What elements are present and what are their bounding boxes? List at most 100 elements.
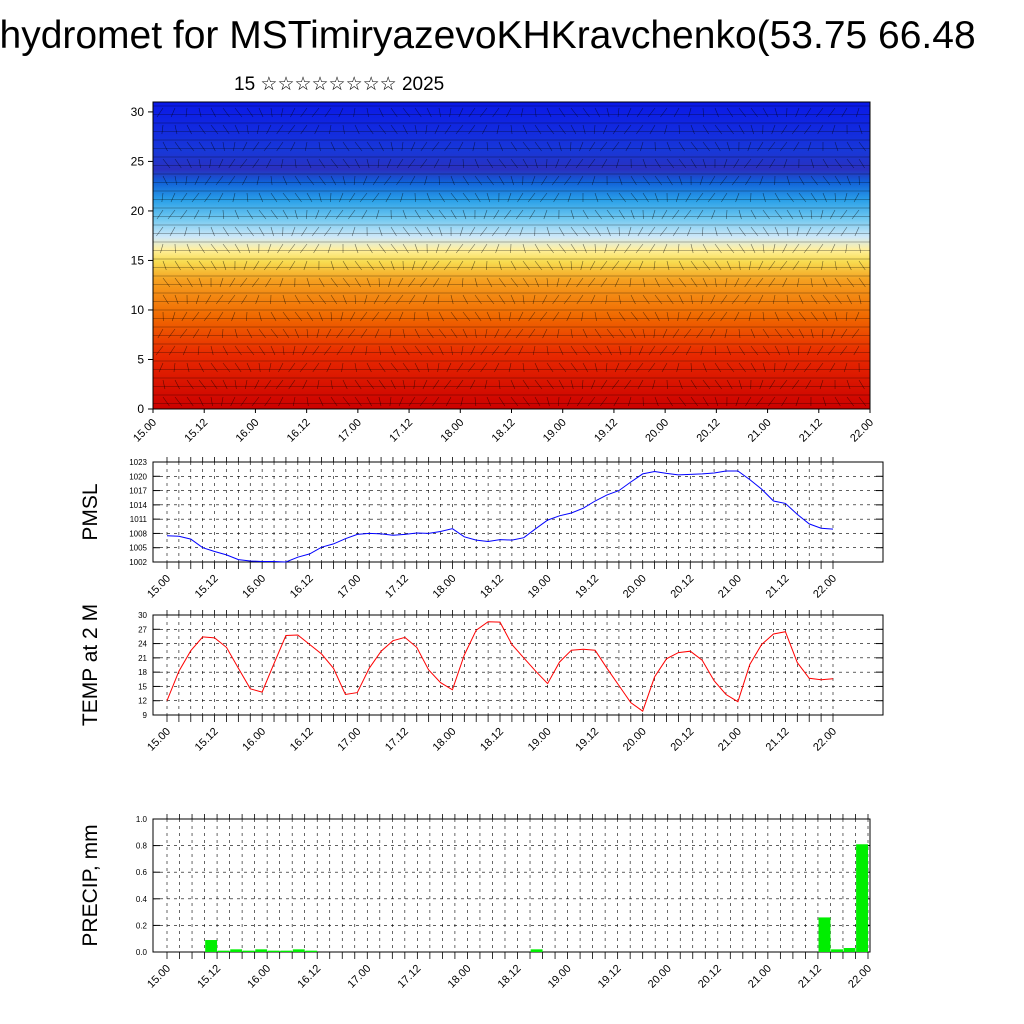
barb-stroke <box>677 311 680 322</box>
barb-stroke <box>594 345 602 356</box>
barb-stroke <box>828 107 836 118</box>
barb-stroke <box>678 294 684 305</box>
barb-stroke <box>758 294 764 305</box>
barb-stroke <box>846 294 852 305</box>
barb-stroke <box>169 226 176 237</box>
barb-stroke <box>455 124 464 135</box>
barb-stroke <box>484 379 488 390</box>
barb-stroke <box>270 192 278 203</box>
barb-stroke <box>630 311 639 322</box>
y-tick-label: 30 <box>138 611 147 620</box>
x-tick-label: 19.00 <box>526 573 554 601</box>
barb-stroke <box>378 124 387 135</box>
barb-stroke <box>162 260 167 271</box>
barb-stroke <box>515 209 524 220</box>
barb-stroke <box>462 158 465 169</box>
barb-stroke <box>745 175 752 186</box>
barb-stroke <box>625 141 632 152</box>
barb-stroke <box>779 379 788 390</box>
barb-stroke <box>275 260 284 271</box>
barb-stroke <box>390 124 398 135</box>
barb-stroke <box>378 243 387 254</box>
barb-stroke <box>720 311 728 322</box>
barb-stroke <box>438 311 444 322</box>
barb-stroke <box>606 328 615 339</box>
barb-stroke <box>160 243 164 254</box>
barb-stroke <box>774 107 778 118</box>
barb-stroke <box>246 107 254 118</box>
barb-stroke <box>570 328 573 339</box>
barb-stroke <box>162 379 166 390</box>
x-tick-label: 21.00 <box>716 726 744 754</box>
barb-stroke <box>565 158 572 169</box>
barb-stroke <box>222 209 225 220</box>
y-tick-label: 9 <box>143 711 148 720</box>
profile-panel: 0 5 10 15 20 25 30 15.00 15.12 16.00 16.12 17.00 17.… <box>131 101 876 445</box>
barb-stroke <box>628 396 632 407</box>
barb-stroke <box>840 328 848 339</box>
barb-stroke <box>683 328 692 339</box>
barb-stroke <box>600 277 608 288</box>
barb-stroke <box>413 311 416 322</box>
barb-stroke <box>360 328 368 339</box>
barb-stroke <box>757 141 764 152</box>
barb-stroke <box>170 107 176 118</box>
barb-stroke <box>636 107 644 118</box>
barb-stroke <box>480 345 488 356</box>
barb-stroke <box>479 107 488 118</box>
barb-stroke <box>806 260 812 271</box>
x-tick-label: 15.12 <box>182 417 210 445</box>
barb-stroke <box>327 243 332 254</box>
barb-stroke <box>750 328 756 339</box>
barb-stroke <box>359 192 368 203</box>
barb-stroke <box>342 396 351 407</box>
barb-stroke <box>348 209 356 220</box>
y-tick-label: 0.2 <box>136 921 148 930</box>
barb-stroke <box>772 243 776 254</box>
barb-stroke <box>786 175 790 186</box>
barb-stroke <box>243 260 248 271</box>
barb-stroke <box>256 124 260 135</box>
barb-stroke <box>546 277 549 288</box>
barb-stroke <box>474 192 481 203</box>
y-tick-label: 1020 <box>129 472 147 481</box>
barb-stroke <box>810 328 814 339</box>
barb-stroke <box>258 192 264 203</box>
barb-stroke <box>396 175 404 186</box>
barb-stroke <box>180 209 188 220</box>
barb-stroke <box>264 396 272 407</box>
x-tick-label: 21.00 <box>746 417 774 445</box>
barb-stroke <box>483 209 488 220</box>
barb-stroke <box>438 107 441 118</box>
barb-stroke <box>699 175 704 186</box>
barb-stroke <box>263 260 272 271</box>
barb-stroke <box>762 243 765 254</box>
barb-stroke <box>210 260 217 271</box>
barb-stroke <box>558 107 566 118</box>
barb-stroke <box>803 362 812 373</box>
barb-stroke <box>366 362 372 373</box>
barb-stroke <box>498 277 506 288</box>
barb-stroke <box>481 243 488 254</box>
barb-stroke <box>389 396 392 407</box>
barb-stroke <box>642 277 646 288</box>
barb-stroke <box>390 243 399 254</box>
barb-stroke <box>330 175 337 186</box>
barb-stroke <box>672 328 680 339</box>
x-tick-label: 21.00 <box>716 573 744 601</box>
barb-stroke <box>450 345 453 356</box>
barb-stroke <box>361 209 368 220</box>
y-tick-label: 27 <box>138 625 147 634</box>
barb-stroke <box>402 328 406 339</box>
barb-stroke <box>378 107 384 118</box>
barb-stroke <box>218 158 224 169</box>
y-tick-label: 0.8 <box>136 842 148 851</box>
barb-stroke <box>726 124 734 135</box>
barb-stroke <box>234 124 240 135</box>
barb-stroke <box>303 260 308 271</box>
y-tick-label: 1014 <box>129 501 147 510</box>
barb-stroke <box>662 328 668 339</box>
barb-stroke <box>719 175 728 186</box>
barb-stroke <box>601 158 608 169</box>
barb-stroke <box>678 141 685 152</box>
